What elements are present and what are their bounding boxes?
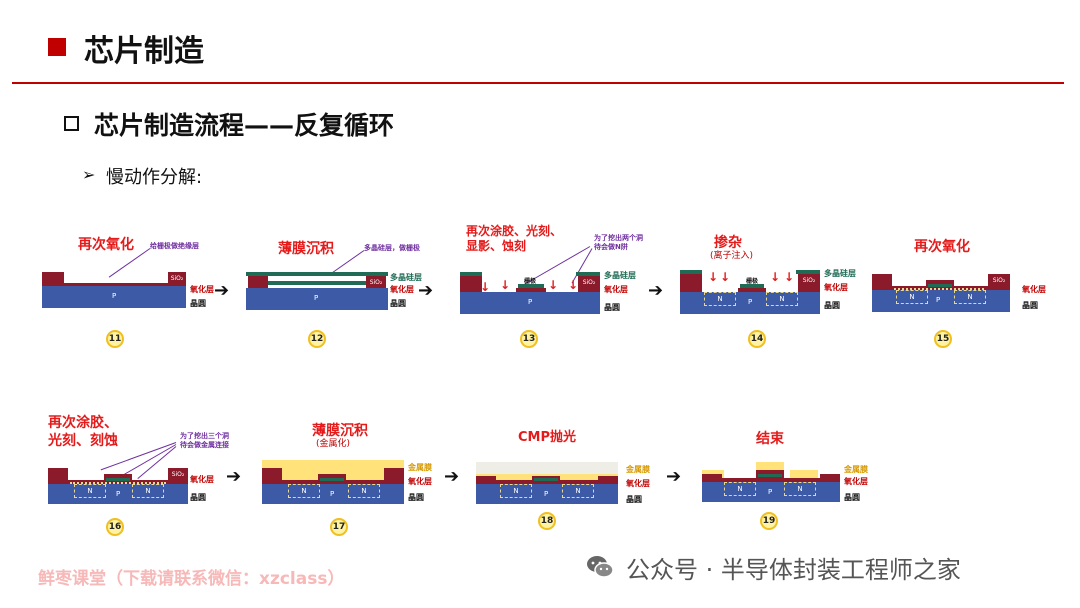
step-11-wafer (42, 286, 186, 308)
arrow-down-icon: ↓ (480, 280, 491, 294)
flow-arrow-icon: ➔ (444, 466, 460, 487)
step-11-sio2: SiO₂ (168, 272, 186, 286)
arrow-bullet-icon: ➢ (82, 165, 96, 184)
step-14-title: 掺杂 (714, 235, 742, 251)
arrow-down-icon: ↓ (548, 278, 559, 292)
step-16-note: 为了挖出三个洞 待会做金属连接 (180, 432, 229, 449)
step-14-number: 14 (748, 330, 766, 348)
step-16-number: 16 (106, 518, 124, 536)
step-11-note: 给栅极做绝缘层 (150, 242, 199, 250)
step-17-number: 17 (330, 518, 348, 536)
flow-arrow-icon: ➔ (648, 280, 664, 301)
step-19-number: 19 (760, 512, 778, 530)
watermark: 鲜枣课堂（下载请联系微信：xzclass） (38, 569, 345, 589)
bullet-text: 慢动作分解: (106, 167, 203, 188)
arrow-down-icon: ↓ (500, 278, 511, 292)
arrow-down-icon: ↓ (568, 278, 579, 292)
step-18-number: 18 (538, 512, 556, 530)
step-18-title: CMP抛光 (518, 430, 577, 445)
section-title: 芯片制造流程——反复循环 (94, 111, 395, 140)
step-13-title: 再次涂胶、光刻、 显影、蚀刻 (466, 224, 563, 253)
page-title: 芯片制造 (84, 34, 204, 69)
step-13-number: 13 (520, 330, 538, 348)
step-12-title: 薄膜沉积 (278, 241, 334, 257)
title-divider (12, 82, 1064, 84)
step-13-gate-label: 栅极 (524, 278, 537, 285)
step-11-wafer-label: 晶圆 (190, 299, 206, 308)
step-17-subtitle: (金属化) (316, 439, 351, 449)
metal-film (262, 460, 404, 482)
flow-arrow-icon: ➔ (214, 280, 230, 301)
step-11-oxide-label: 氧化层 (190, 285, 214, 294)
step-15-title: 再次氧化 (914, 239, 970, 255)
step-14-subtitle: (离子注入) (710, 251, 754, 261)
step-13-note: 为了挖出两个洞 待会做N阱 (594, 234, 643, 251)
wechat-icon (587, 556, 614, 578)
step-11-title: 再次氧化 (78, 237, 134, 253)
section-bullet-icon (64, 116, 79, 131)
credit-text: 公众号 · 半导体封装工程师之家 (626, 556, 961, 584)
step-12-note: 多晶硅层，做栅极 (364, 244, 420, 252)
step-16-title: 再次涂胶、 光刻、刻蚀 (48, 415, 118, 449)
step-12-number: 12 (308, 330, 326, 348)
flow-arrow-icon: ➔ (666, 466, 682, 487)
step-11-number: 11 (106, 330, 124, 348)
step-15-number: 15 (934, 330, 952, 348)
step-19-title: 结束 (756, 431, 784, 447)
step-17-title: 薄膜沉积 (312, 423, 368, 439)
flow-arrow-icon: ➔ (226, 466, 242, 487)
title-marker (48, 38, 66, 56)
flow-arrow-icon: ➔ (418, 280, 434, 301)
